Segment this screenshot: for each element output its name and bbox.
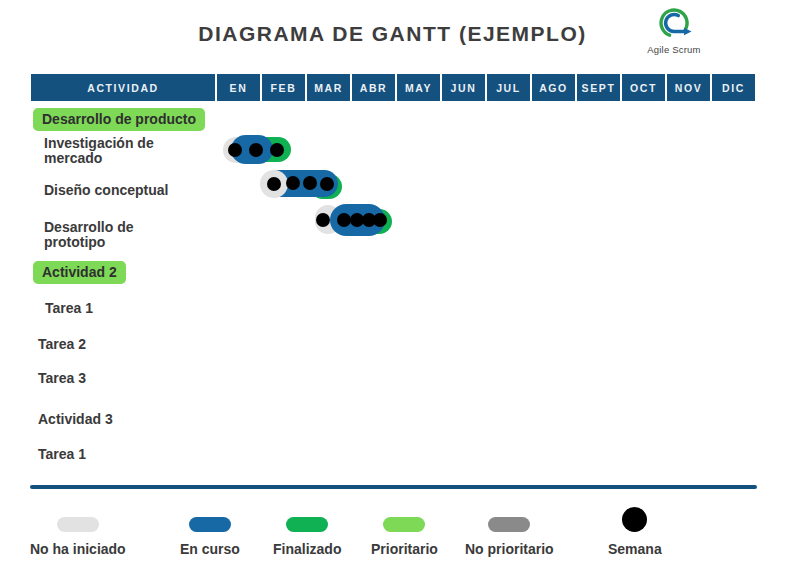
legend-item-prioritario: Prioritario <box>371 506 438 557</box>
legend-item-finalizado: Finalizado <box>273 506 341 557</box>
week-dot <box>373 213 387 227</box>
task-label-diseno: Diseño conceptual <box>44 183 244 198</box>
task-label-prototipo: Desarrollo de prototipo <box>44 220 162 250</box>
month-header-dic: DIC <box>712 74 755 101</box>
legend-item-en-curso: En curso <box>180 506 240 557</box>
week-dot <box>228 143 242 157</box>
legend-swatch-en-curso <box>189 517 231 532</box>
legend-item-semana: Semana <box>608 506 662 557</box>
week-dot <box>316 213 330 227</box>
footer-divider <box>30 485 757 489</box>
week-dot <box>337 213 351 227</box>
week-dot <box>303 176 317 190</box>
legend-item-no-ha-iniciado: No ha iniciado <box>30 506 126 557</box>
week-dot <box>267 177 281 191</box>
task-label-investigacion: Investigación de mercado <box>44 136 204 166</box>
legend-label: Semana <box>608 541 662 557</box>
legend-label: En curso <box>180 541 240 557</box>
task-label-a2-tarea3: Tarea 3 <box>38 371 86 386</box>
legend-swatch-no-ha-iniciado <box>57 517 99 532</box>
week-dot <box>270 143 284 157</box>
month-header-mar: MAR <box>307 74 350 101</box>
month-header-ago: AGO <box>532 74 575 101</box>
month-header-en: EN <box>217 74 260 101</box>
month-header-sept: SEPT <box>577 74 620 101</box>
legend-item-no-prioritario: No prioritario <box>465 506 554 557</box>
legend-swatch-finalizado <box>286 517 328 532</box>
task-label-a2-tarea2: Tarea 2 <box>38 337 86 352</box>
month-header-jun: JUN <box>442 74 485 101</box>
agile-scrum-logo-text: Agile Scrum <box>641 44 707 55</box>
week-dot <box>286 176 300 190</box>
month-header-nov: NOV <box>667 74 710 101</box>
task-label-a3-tarea1: Tarea 1 <box>38 447 86 462</box>
month-header-oct: OCT <box>622 74 665 101</box>
gantt-poster: DIAGRAMA DE GANTT (EJEMPLO) Agile Scrum … <box>0 0 785 580</box>
month-header-may: MAY <box>397 74 440 101</box>
legend-label: Finalizado <box>273 541 341 557</box>
activity-column-header: ACTIVIDAD <box>31 74 215 101</box>
legend-label: Prioritario <box>371 541 438 557</box>
month-header-abr: ABR <box>352 74 395 101</box>
agile-scrum-cycle-icon <box>653 5 695 43</box>
activity-1-highlight: Desarrollo de producto <box>33 108 205 131</box>
legend-label: No ha iniciado <box>30 541 126 557</box>
week-dot <box>249 143 263 157</box>
table-header-row: ACTIVIDAD EN FEB MAR ABR MAY JUN JUL AGO… <box>31 74 755 101</box>
legend-swatch-no-prioritario <box>488 517 530 532</box>
activity-2-highlight: Actividad 2 <box>33 261 126 284</box>
legend-label: No prioritario <box>465 541 554 557</box>
activity-3-label: Actividad 3 <box>38 412 113 427</box>
week-dot <box>320 177 334 191</box>
task-label-a2-tarea1: Tarea 1 <box>45 301 93 316</box>
legend-swatch-semana <box>622 507 647 532</box>
legend-swatch-prioritario <box>383 517 425 532</box>
month-header-feb: FEB <box>262 74 305 101</box>
month-header-jul: JUL <box>487 74 530 101</box>
agile-scrum-logo: Agile Scrum <box>641 5 707 55</box>
